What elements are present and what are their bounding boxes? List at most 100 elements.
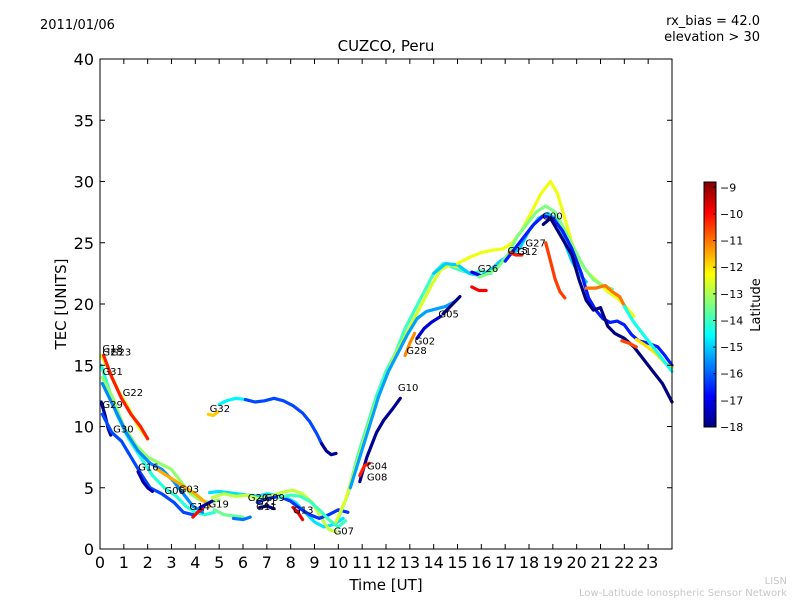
satellite-label: G30 bbox=[113, 425, 133, 436]
satellite-track bbox=[291, 505, 305, 522]
satellite-track bbox=[415, 314, 443, 340]
satellite-track bbox=[212, 508, 245, 519]
satellite-label: G25 bbox=[102, 347, 122, 358]
x-tick-label: 16 bbox=[471, 553, 491, 572]
satellite-track bbox=[541, 216, 674, 404]
satellite-track bbox=[320, 442, 338, 457]
colorbar-tick-label: −12 bbox=[720, 261, 743, 274]
x-tick-label: 20 bbox=[566, 553, 586, 572]
satellite-track bbox=[455, 179, 636, 318]
satellite-label: G18 bbox=[102, 344, 122, 355]
x-tick-label: 2 bbox=[143, 553, 153, 572]
colorbar-tick-label: −15 bbox=[720, 341, 743, 354]
y-tick-label: 5 bbox=[84, 479, 94, 498]
satellite-track bbox=[584, 284, 629, 312]
colorbar-tick-label: −9 bbox=[720, 181, 736, 194]
y-tick-label: 10 bbox=[74, 418, 94, 437]
satellite-label: G14 bbox=[189, 502, 209, 513]
x-tick-label: 19 bbox=[543, 553, 563, 572]
satellite-label: G04 bbox=[367, 461, 387, 472]
satellite-label: G11 bbox=[256, 502, 276, 513]
satellite-track bbox=[622, 304, 674, 373]
satellite-label: G27 bbox=[525, 238, 545, 249]
satellite-track bbox=[255, 494, 350, 521]
x-tick-label: 14 bbox=[423, 553, 443, 572]
satellite-track bbox=[136, 470, 154, 493]
satellite-label: G02 bbox=[415, 336, 435, 347]
satellite-label: G13 bbox=[293, 505, 313, 516]
page-date: 2011/01/06 bbox=[40, 18, 115, 33]
rx-bias-label: rx_bias = 42.0 bbox=[666, 14, 760, 29]
x-tick-label: 4 bbox=[190, 553, 200, 572]
satellite-track bbox=[358, 461, 371, 478]
satellite-track bbox=[100, 382, 205, 514]
satellite-track bbox=[258, 504, 276, 511]
satellite-label: G22 bbox=[123, 388, 143, 399]
satellite-track bbox=[358, 396, 402, 484]
satellite-track bbox=[206, 410, 220, 418]
satellite-track bbox=[198, 499, 214, 509]
x-tick-label: 15 bbox=[447, 553, 467, 572]
footer-lisn: LISN bbox=[764, 576, 787, 587]
y-axis: 0 5 10 15 20 25 30 35 40 bbox=[74, 50, 672, 559]
satellite-track bbox=[231, 515, 252, 522]
colorbar-label: Latitude bbox=[749, 278, 764, 332]
x-tick-label: 23 bbox=[638, 553, 658, 572]
satellite-track bbox=[477, 204, 615, 291]
x-tick-label: 11 bbox=[352, 553, 372, 572]
x-tick-label: 9 bbox=[309, 553, 319, 572]
satellite-label: G21 bbox=[256, 497, 276, 508]
satellite-track bbox=[470, 285, 488, 293]
x-tick-label: 18 bbox=[519, 553, 539, 572]
satellite-label: G09 bbox=[264, 493, 284, 504]
colorbar-ticks: −9 −10 −11 −12 −13 −14 −15 −16 −17 −18 bbox=[713, 181, 743, 434]
colorbar: −9 −10 −11 −12 −13 −14 −15 −16 −17 −18 Latitude bbox=[703, 181, 764, 434]
x-tick-label: 13 bbox=[400, 553, 420, 572]
colorbar-tick-label: −11 bbox=[720, 235, 743, 248]
satellite-tracks bbox=[99, 179, 674, 534]
satellite-track bbox=[544, 241, 567, 300]
satellite-label: G10 bbox=[398, 383, 418, 394]
y-tick-label: 15 bbox=[74, 356, 94, 375]
y-tick-label: 20 bbox=[74, 295, 94, 314]
satellite-label: G00 bbox=[542, 211, 562, 222]
satellite-label: G12 bbox=[517, 247, 537, 258]
chart-title: CUZCO, Peru bbox=[337, 37, 435, 55]
footer-network: Low-Latitude Ionospheric Sensor Network bbox=[579, 588, 787, 599]
satellite-label: G32 bbox=[210, 404, 230, 415]
satellite-label: G07 bbox=[334, 526, 354, 537]
satellite-label: G28 bbox=[406, 346, 426, 357]
x-tick-label: 7 bbox=[262, 553, 272, 572]
x-tick-label: 12 bbox=[376, 553, 396, 572]
x-tick-label: 8 bbox=[286, 553, 296, 572]
y-tick-label: 0 bbox=[84, 540, 94, 559]
colorbar-tick-label: −16 bbox=[720, 368, 743, 381]
satellite-label: G16 bbox=[138, 463, 158, 474]
y-tick-label: 30 bbox=[74, 173, 94, 192]
satellite-label: G03 bbox=[179, 485, 199, 496]
y-tick-label: 40 bbox=[74, 50, 94, 69]
satellite-track bbox=[508, 251, 524, 257]
y-tick-label: 35 bbox=[74, 111, 94, 130]
x-tick-label: 6 bbox=[238, 553, 248, 572]
satellite-label: G31 bbox=[102, 367, 122, 378]
x-tick-label: 3 bbox=[166, 553, 176, 572]
colorbar-tick-label: −17 bbox=[720, 394, 743, 407]
x-tick-label: 5 bbox=[214, 553, 224, 572]
y-axis-label: TEC [UNITS] bbox=[52, 259, 70, 351]
colorbar-tick-label: −13 bbox=[720, 288, 743, 301]
satellite-label: G19 bbox=[208, 499, 228, 510]
colorbar-tick-label: −18 bbox=[720, 421, 743, 434]
satellite-track bbox=[403, 331, 417, 357]
x-tick-label: 1 bbox=[119, 553, 129, 572]
satellite-label: G05 bbox=[438, 309, 458, 320]
satellite-label: G26 bbox=[478, 264, 498, 275]
satellite-track bbox=[243, 396, 324, 446]
satellite-track bbox=[217, 396, 247, 406]
satellite-track bbox=[348, 300, 457, 490]
colorbar-tick-label: −14 bbox=[720, 314, 743, 327]
satellite-track bbox=[191, 507, 205, 519]
x-tick-label: 10 bbox=[328, 553, 348, 572]
